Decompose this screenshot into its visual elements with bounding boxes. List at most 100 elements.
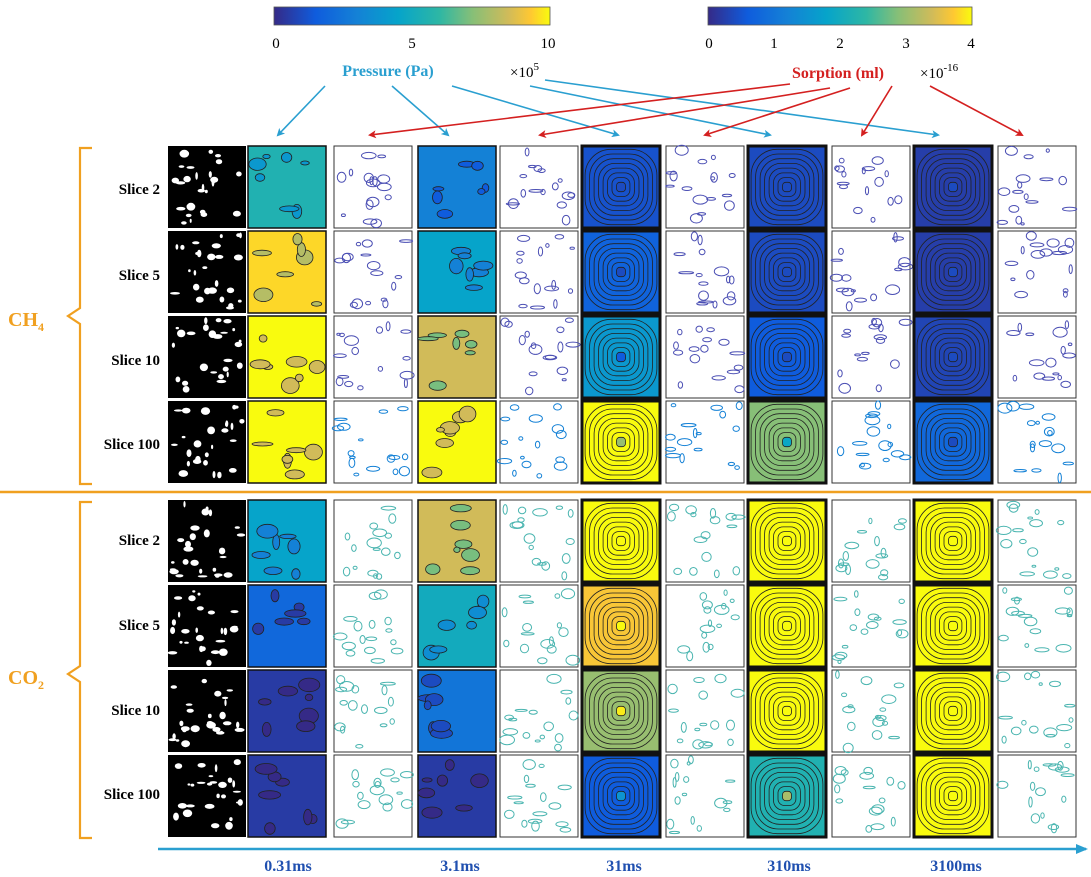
pore-structure-image: [168, 146, 246, 228]
pressure-map: [746, 498, 828, 584]
sorption-map: [829, 230, 914, 314]
sorption-label: Sorption (ml): [792, 65, 884, 82]
sorption-map: [831, 499, 911, 583]
ch4-label: CH4: [8, 309, 44, 334]
sorption-map: [997, 584, 1077, 668]
sorption-map: [665, 144, 745, 229]
sorption-tick-3: 3: [902, 36, 910, 52]
time-label: 31ms: [606, 858, 642, 875]
sorption-map: [333, 669, 413, 753]
ch4-slice-label: Slice 100: [104, 437, 160, 453]
time-label: 3100ms: [930, 858, 982, 875]
pressure-map: [417, 499, 497, 583]
sorption-map: [499, 315, 581, 399]
sorption-map: [333, 145, 413, 229]
pressure-map: [580, 668, 662, 754]
pressure-map: [417, 400, 497, 484]
pressure-map: [417, 669, 497, 753]
pressure-map: [580, 753, 662, 839]
pressure-map: [580, 314, 662, 400]
pressure-map: [912, 498, 994, 584]
sorption-map: [333, 754, 414, 838]
pressure-map: [746, 399, 828, 485]
sorption-map: [831, 145, 911, 229]
ch4-slice-label: Slice 2: [119, 182, 160, 198]
pore-structure-image: [168, 670, 246, 752]
pressure-map: [746, 314, 828, 400]
sorption-map: [831, 315, 913, 399]
sorption-map: [499, 669, 579, 753]
co2-slice-label: Slice 5: [119, 618, 160, 634]
pressure-map: [417, 584, 497, 668]
sorption-map: [997, 230, 1077, 314]
time-label: 310ms: [767, 858, 811, 875]
sorption-map: [499, 499, 579, 583]
pressure-tick-5: 5: [408, 36, 416, 52]
pressure-map: [746, 753, 828, 839]
sorption-map: [997, 315, 1077, 399]
sorption-map: [665, 754, 745, 838]
sorption-map: [499, 230, 579, 314]
pressure-map: [580, 583, 662, 669]
sorption-arrows: [368, 83, 1024, 139]
ch4-slice-label: Slice 5: [119, 268, 160, 284]
pressure-map: [912, 314, 994, 400]
pressure-map: [247, 315, 327, 399]
pore-structure-image: [168, 316, 246, 398]
pressure-map: [247, 754, 327, 838]
pressure-map: [912, 583, 994, 669]
sorption-map: [499, 584, 581, 668]
ch4-slice-label: Slice 10: [111, 353, 160, 369]
pressure-map: [912, 753, 994, 839]
pressure-map: [417, 754, 497, 838]
pressure-map: [247, 400, 327, 484]
time-label: 3.1ms: [440, 858, 480, 875]
sorption-map: [665, 669, 745, 753]
sorption-map: [499, 754, 579, 838]
sorption-map: [996, 754, 1077, 838]
sorption-map: [331, 400, 413, 484]
sorption-tick-4: 4: [967, 36, 975, 52]
pressure-map: [580, 144, 662, 230]
pressure-colorbar: 0 5 10 ×105 Pressure (Pa): [272, 6, 556, 81]
pressure-map: [746, 583, 828, 669]
pressure-map: [746, 144, 828, 230]
pressure-tick-0: 0: [272, 36, 280, 52]
pore-structure-image: [168, 755, 246, 837]
pressure-map: [417, 315, 497, 399]
simulation-grid: [167, 144, 1078, 839]
sorption-tick-2: 2: [836, 36, 844, 52]
co2-slice-label: Slice 100: [104, 787, 160, 803]
pressure-map: [417, 145, 497, 229]
pore-structure-image: [168, 500, 246, 582]
sorption-map: [665, 315, 746, 399]
pressure-map: [247, 669, 327, 753]
co2-bracket: [66, 500, 92, 840]
pressure-map: [247, 145, 327, 229]
pressure-multiplier: ×105: [510, 61, 539, 81]
sorption-map: [996, 669, 1077, 753]
pressure-label: Pressure (Pa): [342, 63, 433, 80]
pressure-map: [912, 668, 994, 754]
sorption-map: [831, 754, 911, 838]
pore-structure-image: [168, 401, 246, 483]
sorption-map: [496, 400, 579, 484]
pore-structure-image: [168, 231, 246, 313]
sorption-map: [333, 230, 414, 314]
sorption-map: [997, 400, 1077, 484]
pressure-map: [247, 230, 327, 314]
pore-structure-image: [167, 585, 246, 667]
sorption-tick-1: 1: [770, 36, 778, 52]
pressure-map: [417, 230, 497, 314]
sorption-map: [499, 145, 579, 229]
sorption-map: [995, 499, 1077, 583]
time-labels: 0.31ms 3.1ms 31ms 310ms 3100ms: [264, 858, 982, 875]
sorption-colorbar: 0 1 2 3 4 ×10-16 Sorption (ml): [705, 6, 975, 82]
pressure-map: [746, 229, 828, 315]
pressure-map: [580, 498, 662, 584]
sorption-map: [665, 230, 745, 314]
co2-label: CO2: [8, 667, 44, 692]
pressure-map: [247, 499, 327, 583]
sorption-map: [665, 584, 745, 668]
